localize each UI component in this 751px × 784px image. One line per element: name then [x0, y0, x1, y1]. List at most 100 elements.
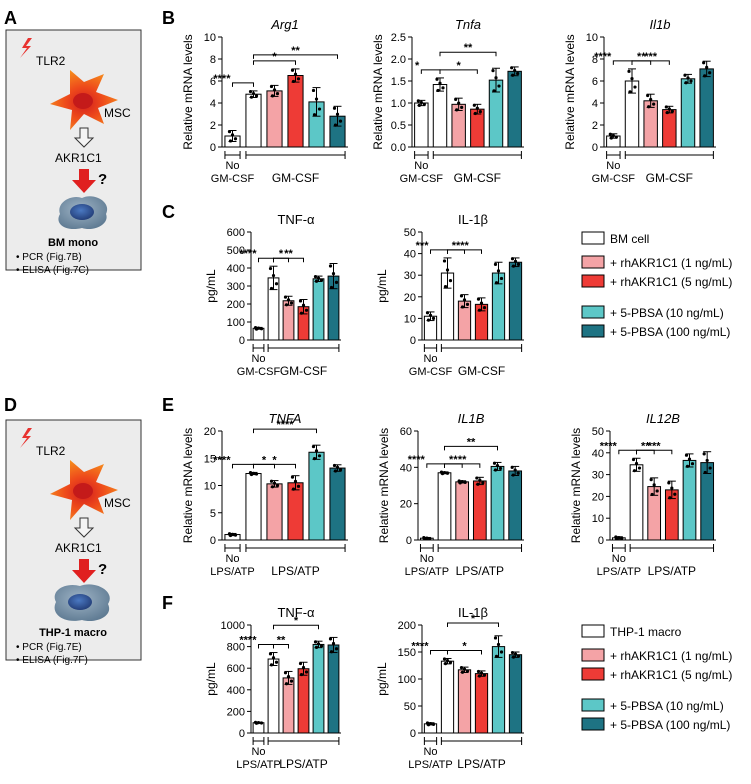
- bar: [437, 472, 452, 541]
- data-point: [703, 470, 707, 475]
- red-arrow-icon: [72, 559, 96, 583]
- data-point: [703, 74, 707, 78]
- bar: [440, 660, 455, 734]
- significance-label: **: [641, 440, 650, 452]
- data-point: [272, 481, 277, 485]
- data-point: [462, 667, 467, 671]
- data-point: [283, 295, 288, 299]
- treatment-label: GM-CSF: [454, 171, 501, 185]
- y-tick-label: 600: [227, 227, 245, 239]
- data-point: [290, 475, 295, 479]
- chart-title: Arg1: [270, 17, 298, 32]
- significance-bracket: [258, 644, 274, 649]
- data-point: [472, 103, 476, 107]
- data-point: [686, 76, 690, 80]
- significance-bracket: [447, 249, 465, 254]
- chart-title: IL12B: [646, 411, 680, 426]
- y-tick-label: 6: [210, 76, 216, 88]
- control-group-bracket: [611, 544, 626, 552]
- chart-title: IL1B: [458, 411, 485, 426]
- data-point: [271, 273, 276, 278]
- data-point: [687, 457, 692, 461]
- control-label-line1: No: [612, 553, 626, 565]
- significance-label: *: [262, 454, 267, 466]
- data-point: [311, 444, 316, 449]
- control-group-bracket: [414, 151, 429, 159]
- data-point: [478, 478, 482, 482]
- data-point: [482, 673, 487, 677]
- bar: [308, 451, 325, 541]
- macrophage-nucleus-icon: [68, 594, 92, 610]
- treatment-group-bracket: [624, 151, 714, 159]
- data-point: [652, 483, 656, 487]
- control-label-line1: No: [423, 746, 437, 758]
- y-tick-label: 60: [400, 426, 412, 438]
- significance-label: **: [464, 42, 473, 54]
- significance-label: ****: [213, 73, 231, 85]
- treatment-label: LPS/ATP: [457, 757, 505, 771]
- bar: [245, 473, 262, 541]
- data-point: [481, 481, 485, 485]
- bar: [491, 646, 506, 734]
- panel-a-schematic: A TLR2 MSC AKR1C1 ? BM mono • PCR (Fig.7…: [4, 8, 142, 276]
- treatment-group-bracket: [440, 344, 523, 352]
- data-point: [673, 492, 677, 496]
- legend-label: + 5-PBSA (10 ng/mL): [610, 306, 724, 320]
- control-label-line2: LPS/ATP: [405, 566, 449, 578]
- legend-label: + 5-PBSA (100 ng/mL): [610, 718, 730, 732]
- data-point: [510, 650, 515, 655]
- significance-bracket: [232, 82, 254, 87]
- data-point: [230, 133, 235, 137]
- significance-bracket: [253, 60, 296, 65]
- data-point: [275, 92, 280, 96]
- legend-swatch: [581, 274, 605, 288]
- data-point: [299, 672, 304, 677]
- y-tick-label: 30: [404, 270, 416, 282]
- significance-label: **: [460, 240, 469, 252]
- bar: [490, 465, 505, 541]
- y-tick-label: 0: [239, 728, 245, 740]
- control-group-bracket: [423, 737, 438, 745]
- data-point: [646, 93, 650, 98]
- data-point: [328, 637, 333, 641]
- data-point: [637, 466, 642, 470]
- data-point: [271, 656, 276, 660]
- significance-label: *: [457, 60, 462, 72]
- bullet-1: • PCR (Fig.7B): [16, 252, 82, 263]
- data-point: [332, 106, 337, 110]
- monocyte-nucleus-icon: [70, 204, 94, 220]
- data-point: [493, 468, 498, 472]
- data-point: [254, 94, 259, 98]
- data-point: [445, 659, 450, 663]
- significance-bracket: [618, 449, 637, 455]
- data-point: [441, 86, 445, 90]
- y-tick-label: 0: [210, 142, 216, 154]
- data-point: [516, 471, 520, 475]
- y-tick-label: 150: [398, 647, 416, 659]
- data-point: [683, 73, 687, 77]
- data-point: [457, 101, 461, 105]
- control-label-line2: GM-CSF: [237, 366, 281, 378]
- data-point: [477, 308, 482, 312]
- data-point: [630, 76, 634, 81]
- bar: [245, 93, 262, 148]
- data-point: [684, 81, 688, 85]
- treatment-label: GM-CSF: [280, 364, 327, 378]
- treatment-group-bracket: [267, 737, 340, 745]
- bar: [414, 102, 429, 148]
- data-point: [291, 79, 296, 84]
- tlr2-label: TLR2: [36, 54, 66, 68]
- y-tick-label: 20: [204, 426, 216, 438]
- data-point: [443, 662, 448, 666]
- y-tick-label: 6: [592, 76, 598, 88]
- significance-label: *: [471, 613, 476, 625]
- control-label-line2: GM-CSF: [211, 173, 255, 185]
- data-point: [631, 457, 636, 462]
- data-point: [332, 463, 337, 468]
- bar: [327, 644, 340, 734]
- data-point: [499, 276, 504, 281]
- data-point: [319, 278, 324, 282]
